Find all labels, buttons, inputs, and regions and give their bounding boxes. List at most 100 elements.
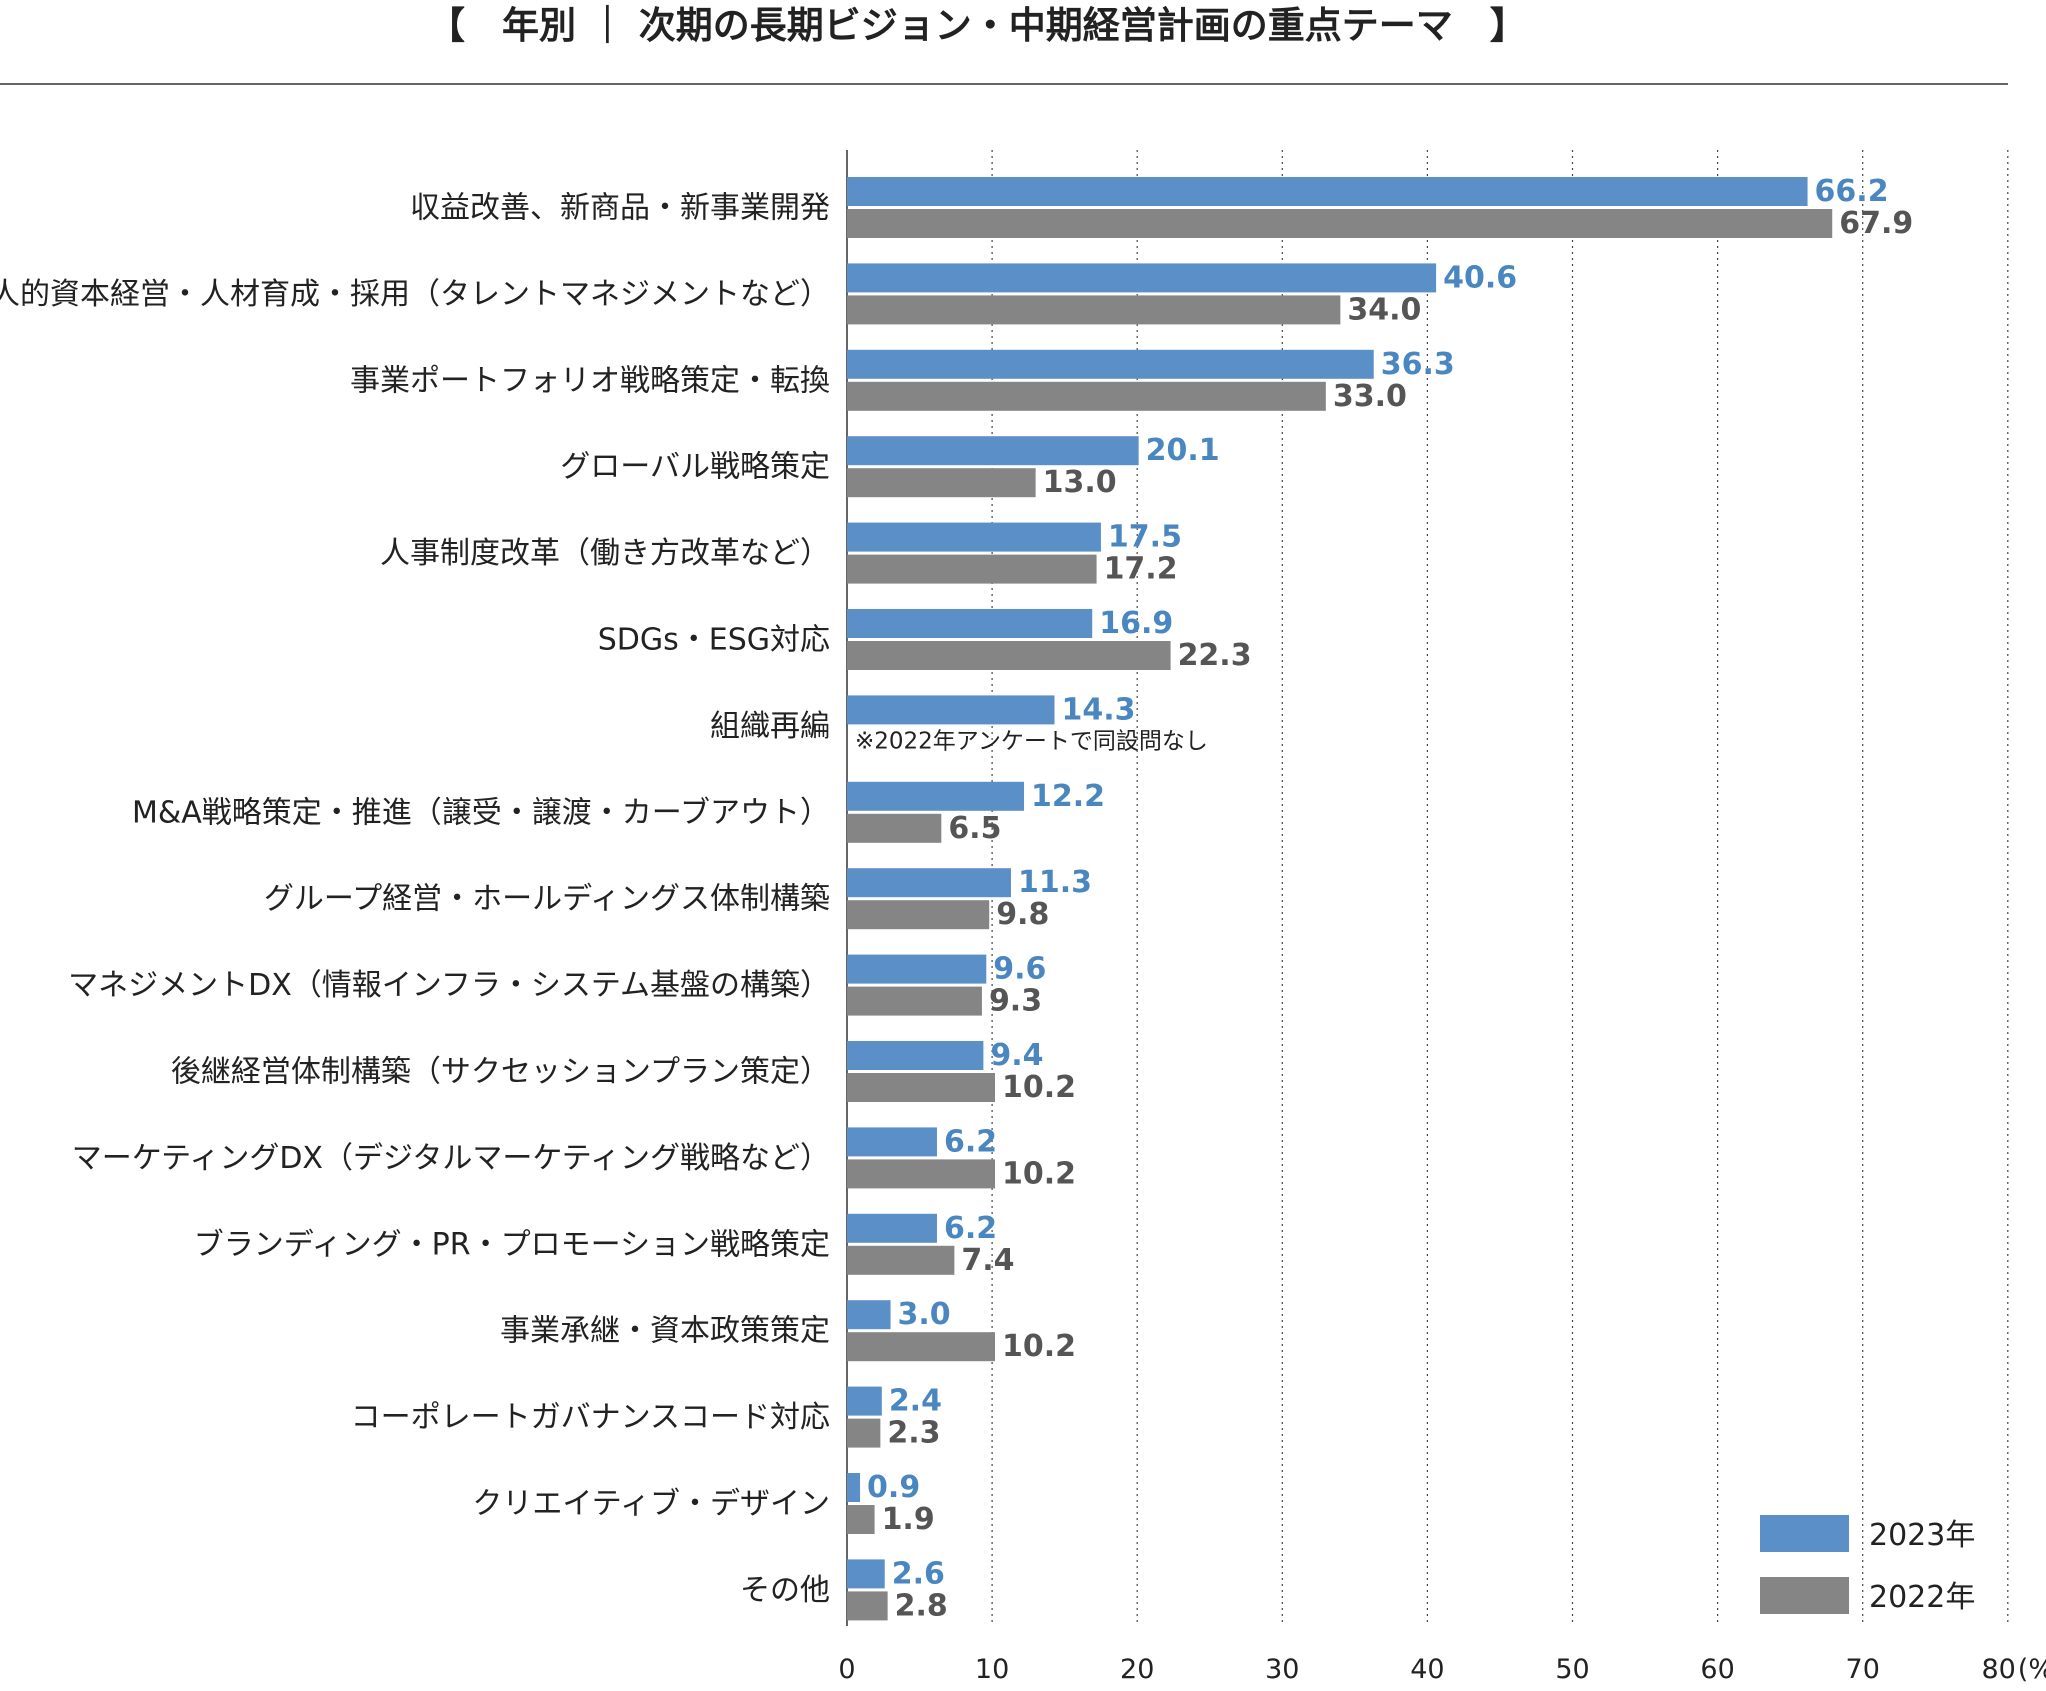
value-label-2023: 6.2 [944, 1124, 997, 1159]
value-label-2022: 67.9 [1839, 206, 1913, 241]
category-label: 組織再編 [710, 709, 830, 744]
category-label: 人的資本経営・人材育成・採用（タレントマネジメントなど） [0, 277, 830, 312]
value-label-2023: 6.2 [944, 1211, 997, 1246]
x-tick-label: 60 [1700, 1654, 1734, 1685]
value-label-2023: 17.5 [1108, 520, 1182, 555]
bars [847, 177, 1833, 1621]
value-label-2023: 16.9 [1099, 606, 1173, 641]
value-label-2023: 2.4 [889, 1384, 942, 1419]
bar-2023 [847, 868, 1011, 898]
value-label-2023: 3.0 [898, 1297, 951, 1332]
x-tick-label: 20 [1120, 1654, 1154, 1685]
value-label-2022: 17.2 [1104, 552, 1178, 587]
category-label: グループ経営・ホールディングス体制構築 [264, 882, 830, 917]
value-label-2023: 9.6 [993, 952, 1046, 987]
bar-2023 [847, 1041, 984, 1070]
bar-2022 [847, 1505, 875, 1534]
bar-2023 [847, 695, 1055, 725]
bar-2022 [847, 1073, 996, 1102]
value-label-2022: 9.8 [996, 897, 1049, 932]
bar-2023 [847, 522, 1101, 552]
x-tick-label: 30 [1265, 1654, 1299, 1685]
bar-2023 [847, 1559, 885, 1589]
x-tick-label: 50 [1555, 1654, 1589, 1685]
bar-2023 [847, 177, 1808, 206]
category-label: 事業ポートフォリオ戦略策定・転換 [350, 363, 830, 398]
legend-swatch-2023 [1760, 1515, 1849, 1552]
bar-2023 [847, 349, 1374, 379]
bar-2023 [847, 954, 987, 984]
value-label-2023: 2.6 [892, 1556, 945, 1591]
legend-swatch-2022 [1760, 1577, 1849, 1614]
value-label-2022: 10.2 [1002, 1156, 1076, 1191]
value-label-2022: 10.2 [1002, 1070, 1076, 1105]
bar-2022 [847, 1245, 955, 1275]
value-label-2023: 14.3 [1061, 692, 1135, 727]
value-label-2022: 10.2 [1002, 1329, 1076, 1364]
bar-2022 [847, 1591, 888, 1621]
bar-2022 [847, 986, 982, 1016]
bar-2022 [847, 813, 942, 843]
bar-2023 [847, 436, 1139, 466]
bar-2022 [847, 209, 1833, 238]
category-label: SDGs・ESG対応 [598, 623, 830, 658]
category-label: M&A戦略策定・推進（譲受・譲渡・カーブアウト） [132, 795, 830, 830]
bar-2022 [847, 468, 1036, 498]
category-label: コーポレートガバナンスコード対応 [351, 1400, 830, 1435]
value-label-2023: 40.6 [1443, 260, 1517, 295]
category-label: その他 [740, 1573, 830, 1608]
value-label-2023: 9.4 [990, 1038, 1043, 1073]
value-label-2022: 2.8 [895, 1588, 948, 1623]
category-label: 事業承継・資本政策策定 [500, 1314, 830, 1349]
bar-2022 [847, 1159, 996, 1189]
value-label-2022: 7.4 [961, 1243, 1014, 1278]
value-label-2023: 11.3 [1018, 865, 1092, 900]
value-label-2022: 6.5 [948, 811, 1001, 846]
x-tick-label: 0 [838, 1654, 855, 1685]
value-label-2022: 22.3 [1178, 638, 1252, 673]
value-label-2023: 12.2 [1031, 779, 1105, 814]
category-labels: 収益改善、新商品・新事業開発人的資本経営・人材育成・採用（タレントマネジメントな… [0, 191, 830, 1608]
category-label: 収益改善、新商品・新事業開発 [410, 191, 830, 226]
bar-2023 [847, 1386, 882, 1416]
bar-2023 [847, 609, 1093, 638]
x-tick-label: 70 [1846, 1654, 1880, 1685]
x-axis-ticks: 0 10 20 30 40 50 60 70 80(%) [838, 1654, 2046, 1685]
no-data-note: ※2022年アンケートで同設問なし [855, 728, 1208, 754]
value-label-2023: 0.9 [867, 1470, 920, 1505]
bar-2023 [847, 1213, 937, 1243]
legend-label-2022: 2022年 [1869, 1580, 1975, 1615]
category-label: クリエイティブ・デザイン [472, 1487, 830, 1522]
value-label-2022: 34.0 [1347, 292, 1421, 327]
bar-2023 [847, 263, 1437, 293]
category-label: 人事制度改革（働き方改革など） [380, 536, 830, 571]
value-label-2022: 2.3 [887, 1416, 940, 1451]
bar-2022 [847, 641, 1171, 670]
bar-2023 [847, 1473, 861, 1502]
bar-2022 [847, 1332, 996, 1362]
x-tick-label: 10 [975, 1654, 1009, 1685]
bar-2022 [847, 295, 1341, 325]
category-label: マネジメントDX（情報インフラ・システム基盤の構築） [68, 968, 830, 1003]
value-label-2022: 9.3 [989, 984, 1042, 1019]
value-label-2023: 66.2 [1815, 174, 1889, 209]
value-label-2022: 13.0 [1043, 465, 1117, 500]
category-label: 後継経営体制構築（サクセッションプラン策定） [171, 1055, 830, 1090]
bar-2023 [847, 1127, 937, 1157]
value-label-2022: 1.9 [882, 1502, 935, 1537]
bar-2022 [847, 554, 1097, 584]
category-label: グローバル戦略策定 [560, 450, 830, 485]
value-label-2022: 33.0 [1333, 379, 1407, 414]
value-label-2023: 36.3 [1381, 347, 1455, 382]
category-label: ブランディング・PR・プロモーション戦略策定 [194, 1227, 830, 1262]
category-label: マーケティングDX（デジタルマーケティング戦略など） [72, 1141, 830, 1176]
x-tick-label: 80 [1981, 1654, 2015, 1685]
legend-label-2023: 2023年 [1869, 1518, 1975, 1553]
x-tick-label: 40 [1410, 1654, 1444, 1685]
bar-2023 [847, 781, 1025, 811]
bar-2022 [847, 381, 1326, 411]
value-label-2023: 20.1 [1146, 433, 1220, 468]
bar-2023 [847, 1300, 891, 1330]
x-axis-unit: (%) [2018, 1654, 2046, 1685]
